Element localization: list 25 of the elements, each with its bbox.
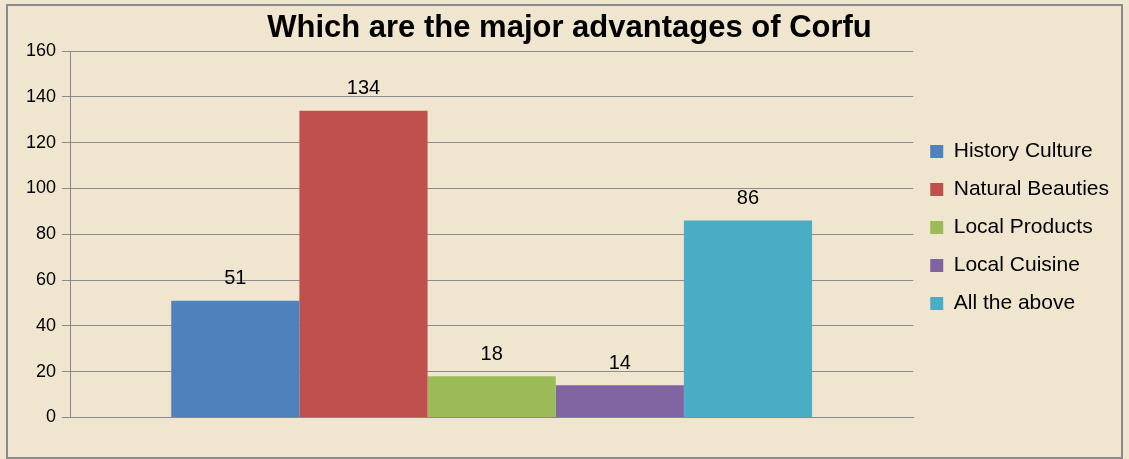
- data-label: 51: [224, 266, 247, 289]
- legend-label: History Culture: [953, 138, 1093, 162]
- bar: [427, 376, 556, 417]
- y-tick-label: 40: [36, 314, 57, 335]
- y-tick-label: 80: [36, 223, 57, 244]
- y-tick-label: 160: [25, 40, 57, 61]
- bar: [299, 110, 428, 417]
- y-tick-label: 20: [36, 360, 57, 381]
- legend-label: All the above: [953, 290, 1076, 314]
- legend-label: Local Cuisine: [953, 252, 1080, 276]
- y-tick-label: 140: [25, 85, 57, 106]
- chart-title: Which are the major advantages of Corfu: [267, 9, 872, 45]
- bar: [683, 220, 813, 417]
- data-label: 134: [346, 76, 381, 99]
- y-tick-label: 120: [25, 131, 57, 152]
- data-label: 14: [608, 350, 631, 373]
- data-label: 86: [736, 186, 760, 209]
- y-tick-label: 0: [46, 406, 57, 427]
- bar: [555, 385, 684, 417]
- y-tick-label: 60: [36, 269, 57, 290]
- y-tick-label: 100: [25, 177, 57, 198]
- legend-label: Natural Beauties: [953, 176, 1110, 200]
- bar: [171, 300, 300, 417]
- legend-label: Local Products: [953, 214, 1093, 238]
- data-label: 18: [480, 341, 503, 364]
